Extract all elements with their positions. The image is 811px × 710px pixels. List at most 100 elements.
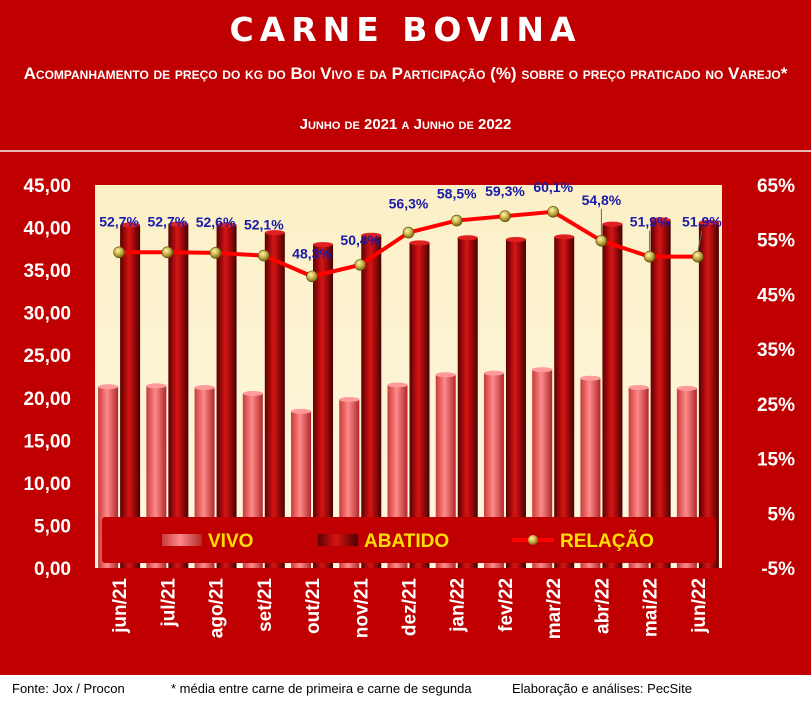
x-tick-label: dez/21 xyxy=(400,578,421,637)
bar-abatido-top xyxy=(264,230,285,236)
x-tick-label: abr/22 xyxy=(592,578,613,634)
bar-abatido xyxy=(554,236,575,568)
relacao-data-label: 52,1% xyxy=(244,217,284,233)
bar-vivo-top xyxy=(435,372,456,378)
bar-vivo-top xyxy=(387,382,408,388)
chart-footer: Fonte: Jox / Procon * média entre carne … xyxy=(0,681,811,701)
y-left-tick-label: 45,00 xyxy=(23,176,71,197)
y-axis-left: 0,00 5,00 10,00 15,00 20,00 25,00 30,00 35,00 40… xyxy=(23,176,71,580)
x-tick-label: jun/21 xyxy=(110,578,131,634)
relacao-marker xyxy=(643,250,656,263)
bar-vivo-top xyxy=(676,385,697,391)
bar-vivo-top xyxy=(291,408,312,414)
x-tick-label: mai/22 xyxy=(641,578,662,637)
bar-abatido xyxy=(602,224,623,568)
y-right-tick-label: -5% xyxy=(761,559,795,580)
bar-vivo-top xyxy=(146,383,167,389)
bar-vivo-top xyxy=(483,370,504,376)
chart-period: Junho de 2021 a Junho de 2022 xyxy=(299,116,512,133)
y-right-tick-label: 15% xyxy=(757,450,795,471)
bar-abatido-top xyxy=(505,236,526,242)
relacao-data-label: 48,3% xyxy=(292,245,332,261)
x-tick-label: set/21 xyxy=(255,578,276,632)
bar-abatido xyxy=(313,244,334,569)
y-axis-right: -5% 5% 15% 25% 35% 45% 55% 65% xyxy=(757,176,795,580)
data-label-leader xyxy=(697,230,703,252)
bar-abatido-top xyxy=(602,221,623,227)
relacao-data-label: 59,3% xyxy=(485,183,525,199)
y-left-tick-label: 5,00 xyxy=(34,516,71,537)
bar-abatido-top xyxy=(698,219,719,225)
x-tick-label: nov/21 xyxy=(351,578,372,639)
legend-swatch-vivo xyxy=(162,534,202,546)
y-right-tick-label: 55% xyxy=(757,231,795,252)
relacao-marker xyxy=(209,247,222,259)
legend-background xyxy=(102,517,716,563)
plot-background xyxy=(95,185,722,568)
bar-vivo-top xyxy=(242,391,263,397)
legend-label-abatido: ABATIDO xyxy=(364,531,449,552)
bar-abatido xyxy=(264,232,285,568)
relacao-marker xyxy=(258,249,270,262)
relacao-marker xyxy=(306,270,318,283)
bar-vivo-top xyxy=(628,385,649,391)
y-left-tick-label: 25,00 xyxy=(23,346,71,367)
relacao-line-series: 52,7% 52,7% 52,6% 52,1% 48,3% 50,4% 56,3% 58,5%… xyxy=(99,179,722,283)
footer-note: * média entre carne de primeira e carne … xyxy=(171,681,472,696)
relacao-data-label: 52,7% xyxy=(99,213,139,229)
bar-abatido xyxy=(168,224,189,568)
bar-abatido xyxy=(650,219,671,568)
bar-abatido xyxy=(361,235,382,568)
y-left-tick-label: 15,00 xyxy=(23,431,71,452)
x-tick-label: jan/22 xyxy=(448,578,469,633)
relacao-marker xyxy=(595,235,608,247)
bar-abatido-top xyxy=(216,222,237,228)
y-left-tick-label: 40,00 xyxy=(23,219,71,240)
chart-title: CARNE BOVINA xyxy=(229,10,582,49)
bar-vivo-top xyxy=(580,375,601,381)
relacao-data-label: 52,6% xyxy=(196,214,236,230)
y-left-tick-label: 30,00 xyxy=(23,304,71,325)
bar-vivo-top xyxy=(98,384,119,390)
legend-swatch-relacao-marker xyxy=(528,535,538,545)
bar-abatido-top xyxy=(650,217,671,223)
x-tick-label: jul/21 xyxy=(158,578,179,628)
relacao-data-label: 51,9% xyxy=(682,214,722,230)
y-right-tick-label: 5% xyxy=(768,504,796,525)
chart-header: CARNE BOVINA Acompanhamento de preço do … xyxy=(0,0,811,152)
relacao-marker xyxy=(354,259,367,271)
relacao-data-label: 51,9% xyxy=(630,214,670,230)
relacao-data-label: 54,8% xyxy=(582,192,622,208)
bar-vivo-top xyxy=(194,385,215,391)
x-tick-label: ago/21 xyxy=(207,578,228,639)
y-right-tick-label: 45% xyxy=(757,285,795,306)
bar-abatido-top xyxy=(457,235,478,241)
relacao-marker xyxy=(547,206,559,218)
legend-label-vivo: VIVO xyxy=(208,531,253,552)
legend-swatch-abatido xyxy=(318,534,358,546)
legend: VIVO ABATIDO RELAÇÃO xyxy=(102,517,716,563)
bar-abatido-top xyxy=(554,234,575,240)
relacao-data-label: 58,5% xyxy=(437,186,477,202)
bar-abatido xyxy=(457,237,478,568)
x-tick-label: mar/22 xyxy=(544,578,565,639)
y-right-tick-label: 35% xyxy=(757,340,795,361)
x-tick-label: out/21 xyxy=(303,578,324,634)
x-tick-label: jun/22 xyxy=(689,578,710,634)
bar-abatido xyxy=(505,239,526,568)
y-left-tick-label: 20,00 xyxy=(23,389,71,410)
relacao-marker xyxy=(113,246,125,259)
bar-abatido-top xyxy=(361,232,382,238)
relacao-marker xyxy=(692,250,704,263)
header-divider xyxy=(0,150,811,152)
y-right-tick-label: 65% xyxy=(757,176,795,197)
relacao-marker xyxy=(499,210,511,222)
relacao-marker xyxy=(450,214,463,227)
bar-abatido-top xyxy=(120,222,141,228)
x-axis: jun/21 jul/21 ago/21 set/21 out/21 nov/21 dez/… xyxy=(110,578,710,640)
y-left-tick-label: 35,00 xyxy=(23,261,71,282)
chart-area: 0,00 5,00 10,00 15,00 20,00 25,00 30,00 35,00 40… xyxy=(23,176,795,640)
relacao-data-label: 56,3% xyxy=(389,196,429,212)
legend-label-relacao: RELAÇÃO xyxy=(560,530,654,552)
relacao-data-label: 52,7% xyxy=(147,213,187,229)
